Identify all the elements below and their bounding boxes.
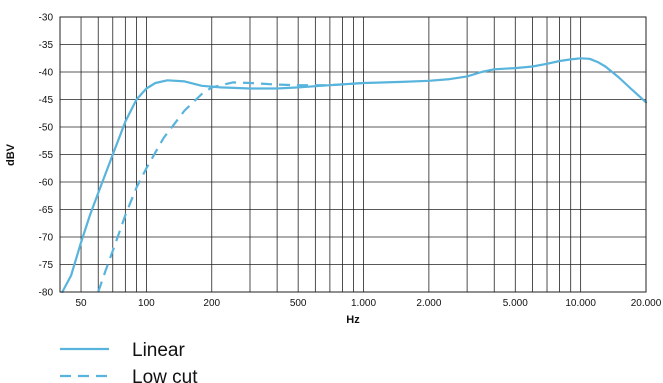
y-tick-labels: -30 -35 -40 -45 -50 -55 -60 -65 -70 -75 -80: [39, 13, 54, 299]
x-tick-label: 5.000: [503, 298, 528, 309]
x-axis-title: Hz: [346, 314, 360, 326]
x-tick-label: 20.000: [631, 298, 662, 309]
plot-frame: [59, 16, 647, 293]
y-tick-label: -40: [39, 68, 54, 79]
y-tick-label: -55: [39, 150, 54, 161]
grid-lines: [59, 16, 647, 293]
y-tick-label: -65: [39, 205, 54, 216]
y-tick-label: -45: [39, 95, 54, 106]
y-tick-label: -50: [39, 123, 54, 134]
y-tick-label: -80: [39, 288, 54, 299]
y-axis-title: dBV: [5, 143, 17, 166]
x-tick-label: 10.000: [565, 298, 596, 309]
x-tick-label: 200: [203, 298, 220, 309]
y-tick-label: -75: [39, 260, 54, 271]
x-tick-label: 2.000: [416, 298, 441, 309]
series-line-low-cut: [97, 81, 364, 293]
legend-label-low-cut: Low cut: [132, 367, 198, 383]
y-tick-label: -35: [39, 40, 54, 51]
y-tick-label: -70: [39, 233, 54, 244]
y-tick-label: -30: [39, 13, 54, 24]
legend: Linear Low cut: [60, 340, 198, 383]
series-lines: [61, 57, 648, 294]
legend-label-linear: Linear: [132, 340, 185, 361]
x-tick-labels: 50 100 200 500 1.000 2.000 5.000 10.000 20.000: [75, 298, 661, 309]
x-tick-label: 100: [138, 298, 155, 309]
x-tick-label: 500: [290, 298, 307, 309]
series-line-linear: [61, 57, 648, 294]
x-tick-label: 1.000: [351, 298, 376, 309]
x-tick-label: 50: [75, 298, 87, 309]
y-tick-label: -60: [39, 178, 54, 189]
